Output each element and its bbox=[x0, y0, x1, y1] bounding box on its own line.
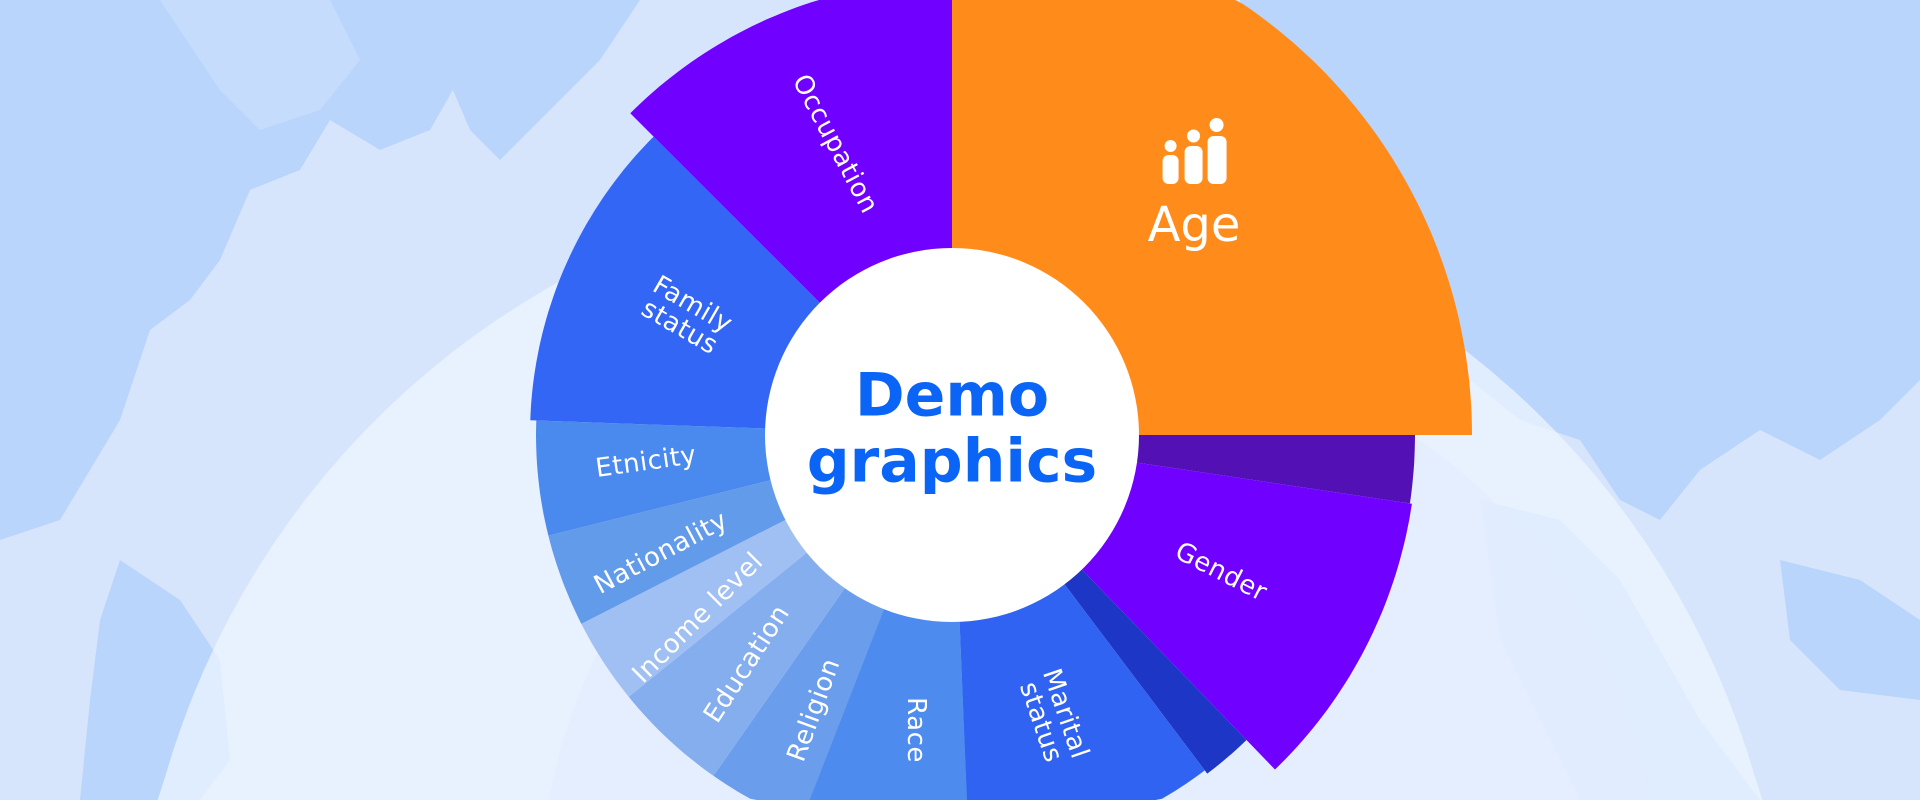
people-ascending-icon bbox=[1163, 118, 1227, 184]
age-segment-label: Age bbox=[1147, 118, 1241, 253]
age-label: Age bbox=[1147, 197, 1241, 253]
center-title-line2: graphics bbox=[806, 426, 1098, 497]
center-title: Demo graphics bbox=[807, 362, 1098, 494]
race-label: Race bbox=[901, 697, 931, 763]
center-circle bbox=[765, 248, 1139, 622]
center-title-line1: Demo bbox=[854, 360, 1050, 431]
